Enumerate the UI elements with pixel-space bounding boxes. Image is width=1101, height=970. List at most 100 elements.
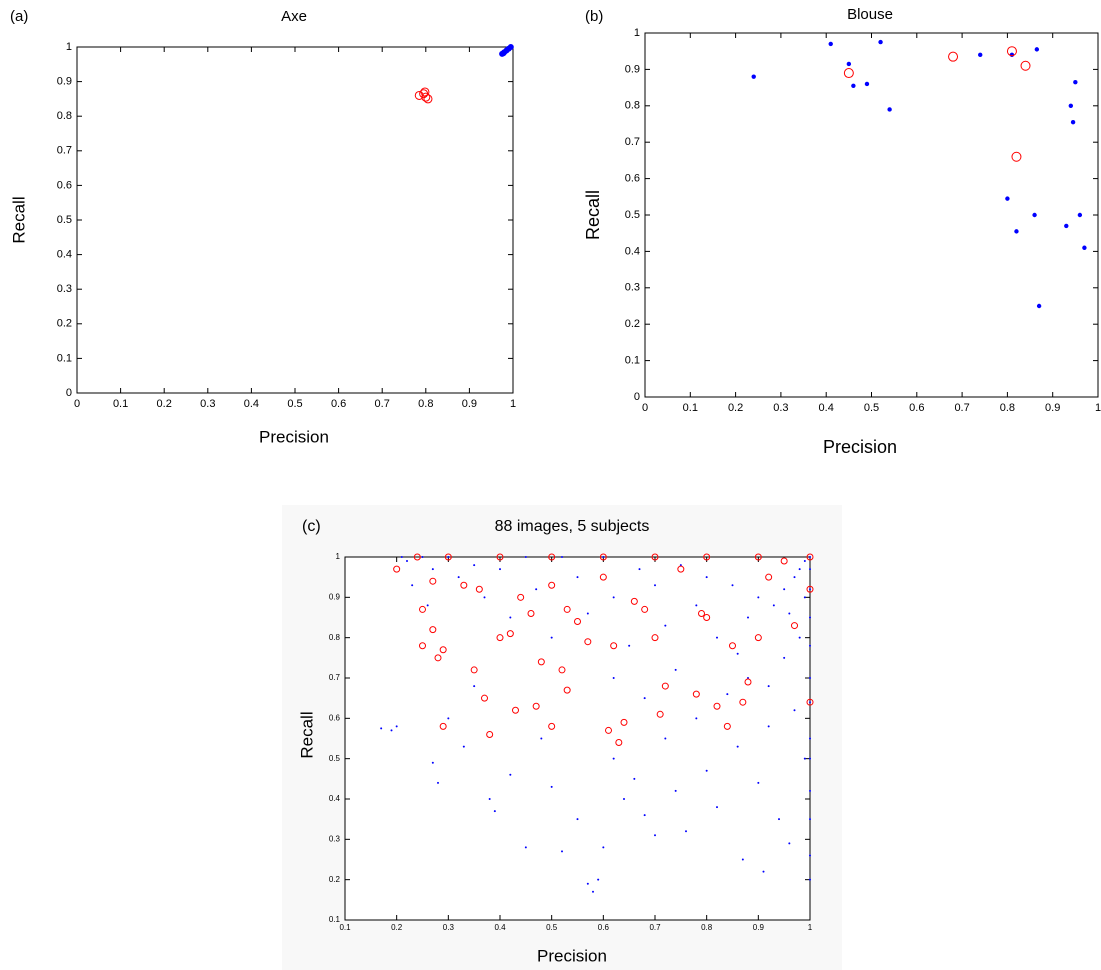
point <box>400 556 403 558</box>
x-tick-label: 1 <box>510 398 516 410</box>
point <box>685 830 687 833</box>
point <box>887 107 892 112</box>
x-tick-label: 0.7 <box>954 402 969 414</box>
x-axis-label: Precision <box>259 427 329 446</box>
point <box>628 644 631 647</box>
point <box>723 722 731 730</box>
point <box>703 553 711 561</box>
point <box>651 634 659 642</box>
x-tick-label: 0.5 <box>287 398 302 410</box>
x-tick-label: 0.8 <box>418 398 433 410</box>
plot-area <box>644 32 1099 398</box>
point <box>620 718 628 726</box>
point <box>437 781 439 784</box>
y-tick-label: 0.9 <box>329 592 341 601</box>
point <box>630 597 638 605</box>
point <box>434 654 442 662</box>
x-tick-label: 0.4 <box>819 402 834 414</box>
y-tick-label: 1 <box>634 27 640 39</box>
point <box>654 584 656 587</box>
point <box>602 846 605 849</box>
point <box>788 612 791 615</box>
point <box>540 737 543 740</box>
point <box>751 74 756 79</box>
point <box>806 553 814 561</box>
point <box>674 668 677 671</box>
y-tick-label: 0.5 <box>57 214 72 226</box>
point <box>548 581 556 589</box>
point <box>602 556 605 558</box>
point <box>1034 47 1040 52</box>
x-tick-label: 0.6 <box>331 398 346 410</box>
point <box>599 553 607 561</box>
point <box>788 842 791 845</box>
point <box>633 777 636 780</box>
x-tick-label: 0.8 <box>1000 402 1015 414</box>
point <box>550 636 553 639</box>
point <box>664 624 667 627</box>
y-tick-label: 0.2 <box>329 875 341 884</box>
point <box>843 68 854 79</box>
point <box>695 604 698 607</box>
point <box>393 565 401 573</box>
x-tick-label: 0.6 <box>598 923 610 932</box>
y-tick-label: 0.2 <box>625 318 640 330</box>
point <box>457 576 460 579</box>
point <box>1032 212 1037 218</box>
point <box>798 636 801 639</box>
point <box>561 850 563 853</box>
point <box>429 577 437 585</box>
point <box>623 798 625 800</box>
x-tick-label: 0.5 <box>546 923 558 932</box>
point <box>809 818 811 821</box>
point <box>499 568 501 571</box>
x-tick-label: 0.2 <box>157 398 172 410</box>
point <box>470 666 478 674</box>
point <box>677 565 685 573</box>
point <box>439 646 447 654</box>
point <box>527 609 535 617</box>
y-axis-label: Recall <box>9 196 28 243</box>
x-tick-label: 1 <box>1095 402 1101 414</box>
point <box>439 722 447 730</box>
point <box>643 697 646 700</box>
point <box>643 814 646 817</box>
point <box>641 605 649 613</box>
point <box>767 725 770 728</box>
point <box>506 630 514 638</box>
point <box>705 576 708 579</box>
point <box>584 638 592 646</box>
point <box>744 678 752 686</box>
x-tick-label: 0 <box>642 402 648 414</box>
point <box>757 781 760 784</box>
plot-area <box>76 46 514 394</box>
point <box>563 605 571 613</box>
point <box>610 642 618 650</box>
point <box>612 757 615 760</box>
point <box>809 677 811 679</box>
point <box>550 785 553 788</box>
point <box>419 605 426 613</box>
x-tick-label: 0.2 <box>391 923 403 932</box>
point <box>656 710 664 718</box>
point <box>612 677 615 679</box>
point <box>493 810 496 813</box>
y-tick-label: 0.7 <box>57 145 72 157</box>
point <box>548 553 556 561</box>
point <box>948 51 959 62</box>
point <box>1077 212 1083 218</box>
x-tick-label: 0.3 <box>200 398 215 410</box>
x-tick-label: 0.7 <box>375 398 390 410</box>
point <box>444 553 452 561</box>
point <box>809 588 811 591</box>
y-tick-label: 0.3 <box>57 283 72 295</box>
point <box>806 585 814 593</box>
point <box>809 616 811 619</box>
y-tick-label: 0.1 <box>625 355 640 367</box>
point <box>1064 223 1069 229</box>
point <box>507 44 514 50</box>
point <box>703 614 711 621</box>
point <box>803 560 806 563</box>
point <box>679 564 682 567</box>
